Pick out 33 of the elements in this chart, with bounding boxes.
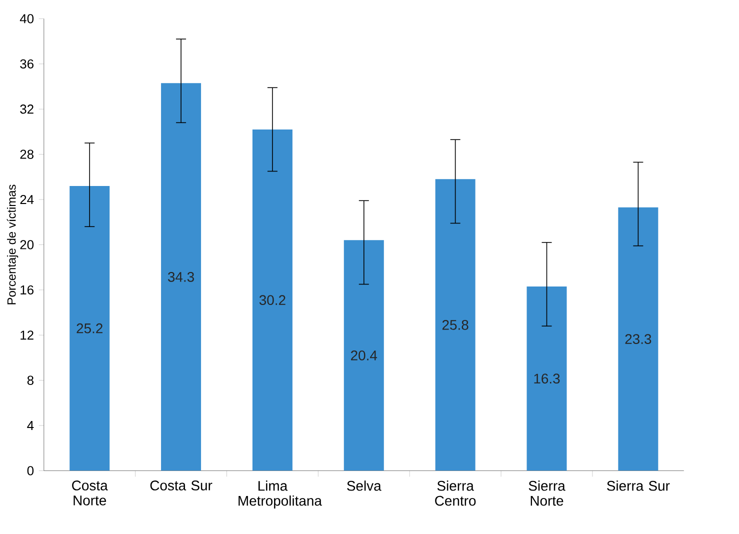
y-tick-label: 12 [20, 330, 34, 340]
bar [435, 179, 476, 471]
x-tick-label: Costa Sur [150, 480, 212, 490]
y-tick-label: 28 [20, 150, 34, 159]
data-label: 30.2 [259, 295, 286, 306]
y-tick-label: 8 [27, 376, 34, 385]
data-label: 25.8 [442, 320, 468, 330]
data-label: 23.3 [625, 334, 652, 344]
x-tick-label: Selva [347, 480, 382, 491]
x-tick-label: Lima Metropolitana [238, 480, 322, 508]
y-tick-label: 20 [20, 240, 34, 250]
bar [252, 129, 292, 471]
bar [344, 240, 384, 471]
y-tick-label: 16 [20, 285, 34, 294]
y-axis-title: Porcentaje de víctimas [6, 184, 18, 304]
bar [526, 286, 567, 471]
x-tick-label: Sierra Sur [607, 480, 670, 491]
bar [161, 83, 202, 471]
data-label: 25.2 [76, 323, 102, 334]
data-label: 16.3 [534, 374, 560, 384]
bar [70, 186, 110, 471]
y-tick-label: 32 [20, 104, 34, 114]
y-tick-label: 40 [20, 14, 34, 24]
y-tick-label: 4 [27, 421, 34, 430]
x-tick-label: Costa Norte [72, 480, 108, 506]
bar [618, 207, 658, 471]
y-tick-label: 24 [20, 194, 34, 204]
data-label: 20.4 [351, 350, 378, 360]
y-tick-label: 36 [20, 59, 34, 68]
data-label: 34.3 [168, 272, 194, 282]
x-tick-label: Sierra Norte [528, 480, 566, 506]
x-tick-label: Sierra Centro [435, 480, 476, 506]
y-tick-label: 0 [27, 466, 34, 476]
